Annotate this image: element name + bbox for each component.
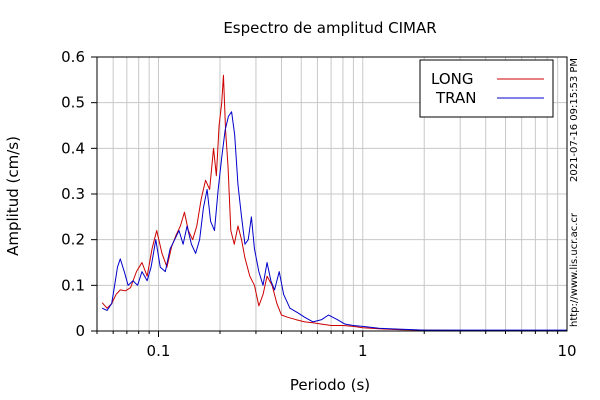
chart-title: Espectro de amplitud CIMAR — [223, 19, 436, 37]
x-tick-label: 1 — [358, 342, 368, 360]
timestamp-label: 2021-07-16 09:15:53 PM — [569, 58, 580, 182]
legend-label-long: LONG — [431, 70, 473, 88]
y-tick-label: 0.3 — [61, 185, 85, 203]
source-url-label: http://www.lis.ucr.ac.cr — [569, 212, 580, 327]
y-tick-label: 0.2 — [61, 231, 85, 249]
y-tick-label: 0.1 — [61, 276, 85, 294]
series-line-long — [101, 74, 567, 332]
series-line-tran — [101, 111, 567, 331]
legend: LONG TRAN — [419, 59, 554, 118]
series-lines — [101, 74, 567, 332]
legend-box — [419, 59, 554, 118]
x-tick-label: 0.1 — [147, 342, 171, 360]
y-tick-label: 0.4 — [61, 139, 85, 157]
y-tick-label: 0.5 — [61, 94, 85, 112]
y-tick-label: 0 — [75, 322, 85, 340]
x-tick-label: 10 — [557, 342, 576, 360]
legend-label-tran: TRAN — [435, 89, 476, 107]
grid-lines — [96, 56, 567, 332]
axis-ticks: 0 0.1 0.2 0.3 0.4 0.5 0.6 0.1 1 10 — [61, 48, 576, 360]
y-tick-label: 0.6 — [61, 48, 85, 66]
x-axis-title: Periodo (s) — [290, 376, 370, 394]
y-axis-title: Amplitud (cm/s) — [4, 136, 22, 256]
